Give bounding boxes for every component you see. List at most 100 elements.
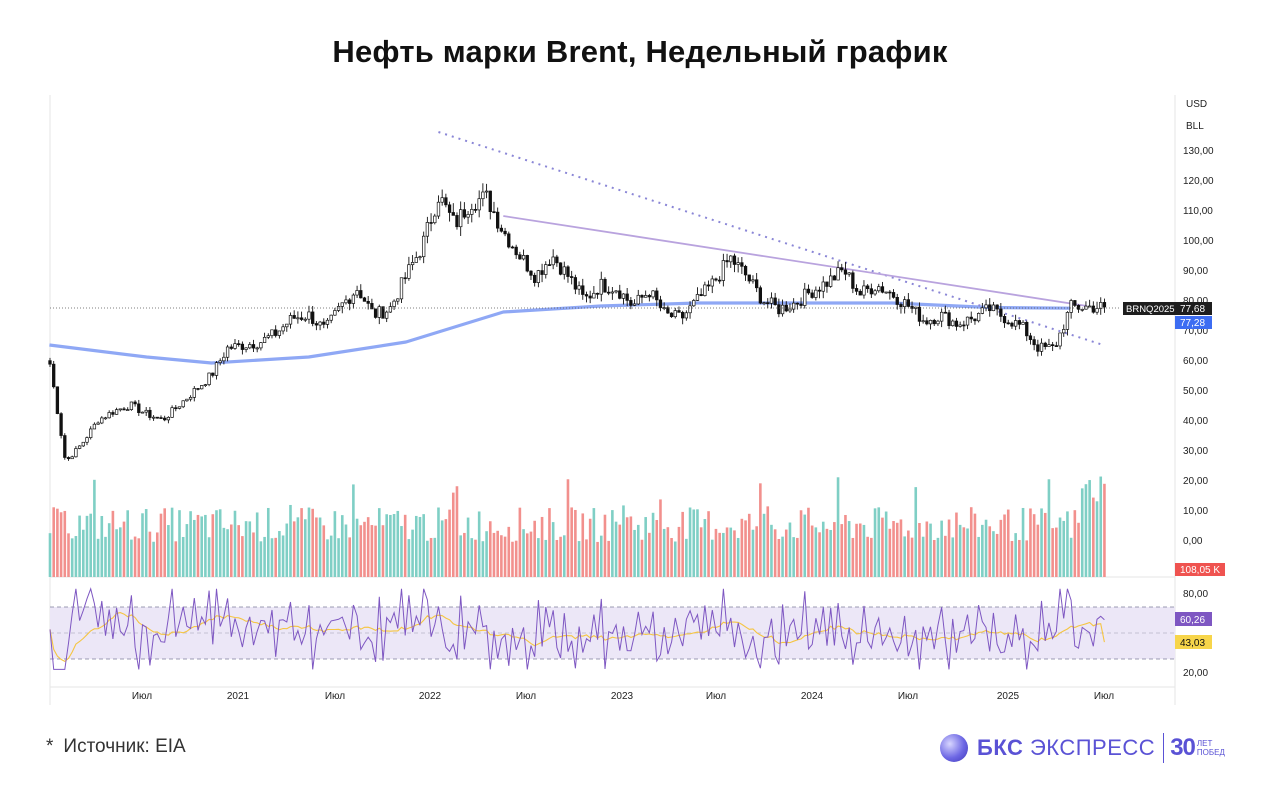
volume-bar bbox=[1029, 508, 1032, 577]
candle-body bbox=[481, 191, 485, 200]
candle-body bbox=[225, 346, 230, 358]
logo-anniversary-text: ЛЕТ ПОБЕД bbox=[1196, 739, 1225, 757]
candle-body bbox=[973, 318, 977, 322]
candle-body bbox=[510, 246, 515, 249]
candle-body bbox=[806, 288, 811, 294]
volume-bar bbox=[496, 530, 499, 577]
candle-body bbox=[1002, 316, 1007, 324]
candle-body bbox=[906, 299, 910, 307]
volume-bar bbox=[592, 508, 596, 577]
candle-body bbox=[200, 385, 204, 390]
candle-body bbox=[751, 279, 755, 282]
volume-bar bbox=[355, 518, 359, 577]
candle-body bbox=[836, 267, 840, 281]
candle-body bbox=[1073, 300, 1077, 306]
candle-body bbox=[718, 279, 722, 282]
volume-bar bbox=[126, 510, 129, 577]
candle-body bbox=[762, 302, 766, 304]
volume-bar bbox=[596, 541, 599, 577]
price-tick: 20,00 bbox=[1183, 476, 1208, 487]
volume-bar bbox=[633, 529, 636, 577]
candle-body bbox=[540, 270, 544, 275]
volume-bar bbox=[862, 524, 866, 577]
volume-bar bbox=[744, 520, 747, 577]
volume-bar bbox=[1080, 488, 1084, 577]
candle-body bbox=[52, 363, 56, 388]
candle-body bbox=[980, 307, 984, 314]
volume-bar bbox=[747, 513, 751, 577]
x-tick: 2025 bbox=[997, 691, 1020, 702]
rsi-scale: 80,00 20,00 bbox=[1183, 589, 1208, 679]
candle-body bbox=[307, 311, 311, 320]
candle-body bbox=[381, 306, 385, 319]
candle-body bbox=[932, 319, 936, 325]
volume-bar bbox=[492, 532, 496, 577]
candle-body bbox=[810, 292, 814, 298]
volume-bar bbox=[773, 529, 777, 577]
candle-body bbox=[447, 204, 452, 213]
price-tick: 10,00 bbox=[1183, 506, 1208, 517]
candle-body bbox=[999, 308, 1003, 317]
candle-body bbox=[688, 305, 692, 314]
candle-body bbox=[503, 230, 507, 235]
candle-body bbox=[636, 294, 640, 305]
candle-body bbox=[74, 448, 78, 458]
volume-bar bbox=[374, 525, 377, 577]
candle-body bbox=[732, 255, 737, 265]
volume-bar bbox=[918, 523, 921, 577]
x-tick: Июл bbox=[325, 691, 345, 702]
candle-body bbox=[48, 360, 52, 365]
volume-bar bbox=[377, 508, 381, 577]
volume-bar bbox=[725, 527, 729, 577]
candle-body bbox=[928, 319, 933, 325]
candle-body bbox=[237, 343, 241, 345]
candle-body bbox=[155, 416, 159, 419]
volume-bar bbox=[833, 522, 836, 577]
candle-body bbox=[196, 388, 200, 390]
volume-bar bbox=[1051, 528, 1054, 577]
candle-body bbox=[1069, 300, 1073, 313]
volume-bar bbox=[466, 517, 470, 577]
volume-bar bbox=[329, 535, 333, 577]
rsi-label: 60,26 bbox=[1180, 615, 1205, 626]
volume-bar bbox=[566, 479, 570, 577]
volume-bar bbox=[629, 516, 633, 577]
volume-bar bbox=[303, 519, 307, 577]
candle-body bbox=[1062, 329, 1066, 334]
volume-bar bbox=[474, 539, 477, 577]
volume-bar bbox=[215, 510, 218, 577]
scale-currency[interactable]: USD bbox=[1186, 99, 1207, 110]
candle-body bbox=[311, 311, 315, 324]
candle-body bbox=[111, 412, 115, 415]
candle-body bbox=[939, 311, 944, 322]
volume-bar bbox=[999, 519, 1003, 577]
volume-bar bbox=[70, 538, 74, 577]
candle-body bbox=[581, 285, 585, 295]
candle-body bbox=[229, 346, 233, 349]
volume-bar bbox=[729, 527, 733, 577]
scale-unit[interactable]: BLL bbox=[1186, 121, 1204, 132]
ticker-label: BRNQ2025 bbox=[1126, 304, 1175, 315]
logo-separator bbox=[1163, 733, 1165, 763]
volume-bar bbox=[218, 509, 222, 577]
volume-bar bbox=[359, 525, 363, 577]
volume-bar bbox=[207, 537, 211, 577]
candle-body bbox=[832, 275, 837, 281]
candle-body bbox=[655, 290, 659, 301]
volume-bar bbox=[559, 536, 562, 577]
candle-body bbox=[129, 401, 134, 410]
candle-body bbox=[274, 329, 278, 336]
volume-bar bbox=[59, 512, 63, 577]
volume-bar bbox=[962, 527, 966, 577]
volume-bar bbox=[300, 508, 303, 577]
ma-value-badge: 77,28 bbox=[1175, 316, 1212, 329]
candle-body bbox=[266, 335, 270, 338]
x-tick: 2022 bbox=[419, 691, 442, 702]
volume-bar bbox=[618, 524, 622, 577]
x-tick: Июл bbox=[898, 691, 918, 702]
price-tick: 110,00 bbox=[1183, 206, 1213, 217]
candle-body bbox=[459, 209, 463, 228]
volume-bar bbox=[607, 540, 610, 577]
candle-body bbox=[455, 215, 459, 228]
candle-body bbox=[695, 294, 700, 301]
